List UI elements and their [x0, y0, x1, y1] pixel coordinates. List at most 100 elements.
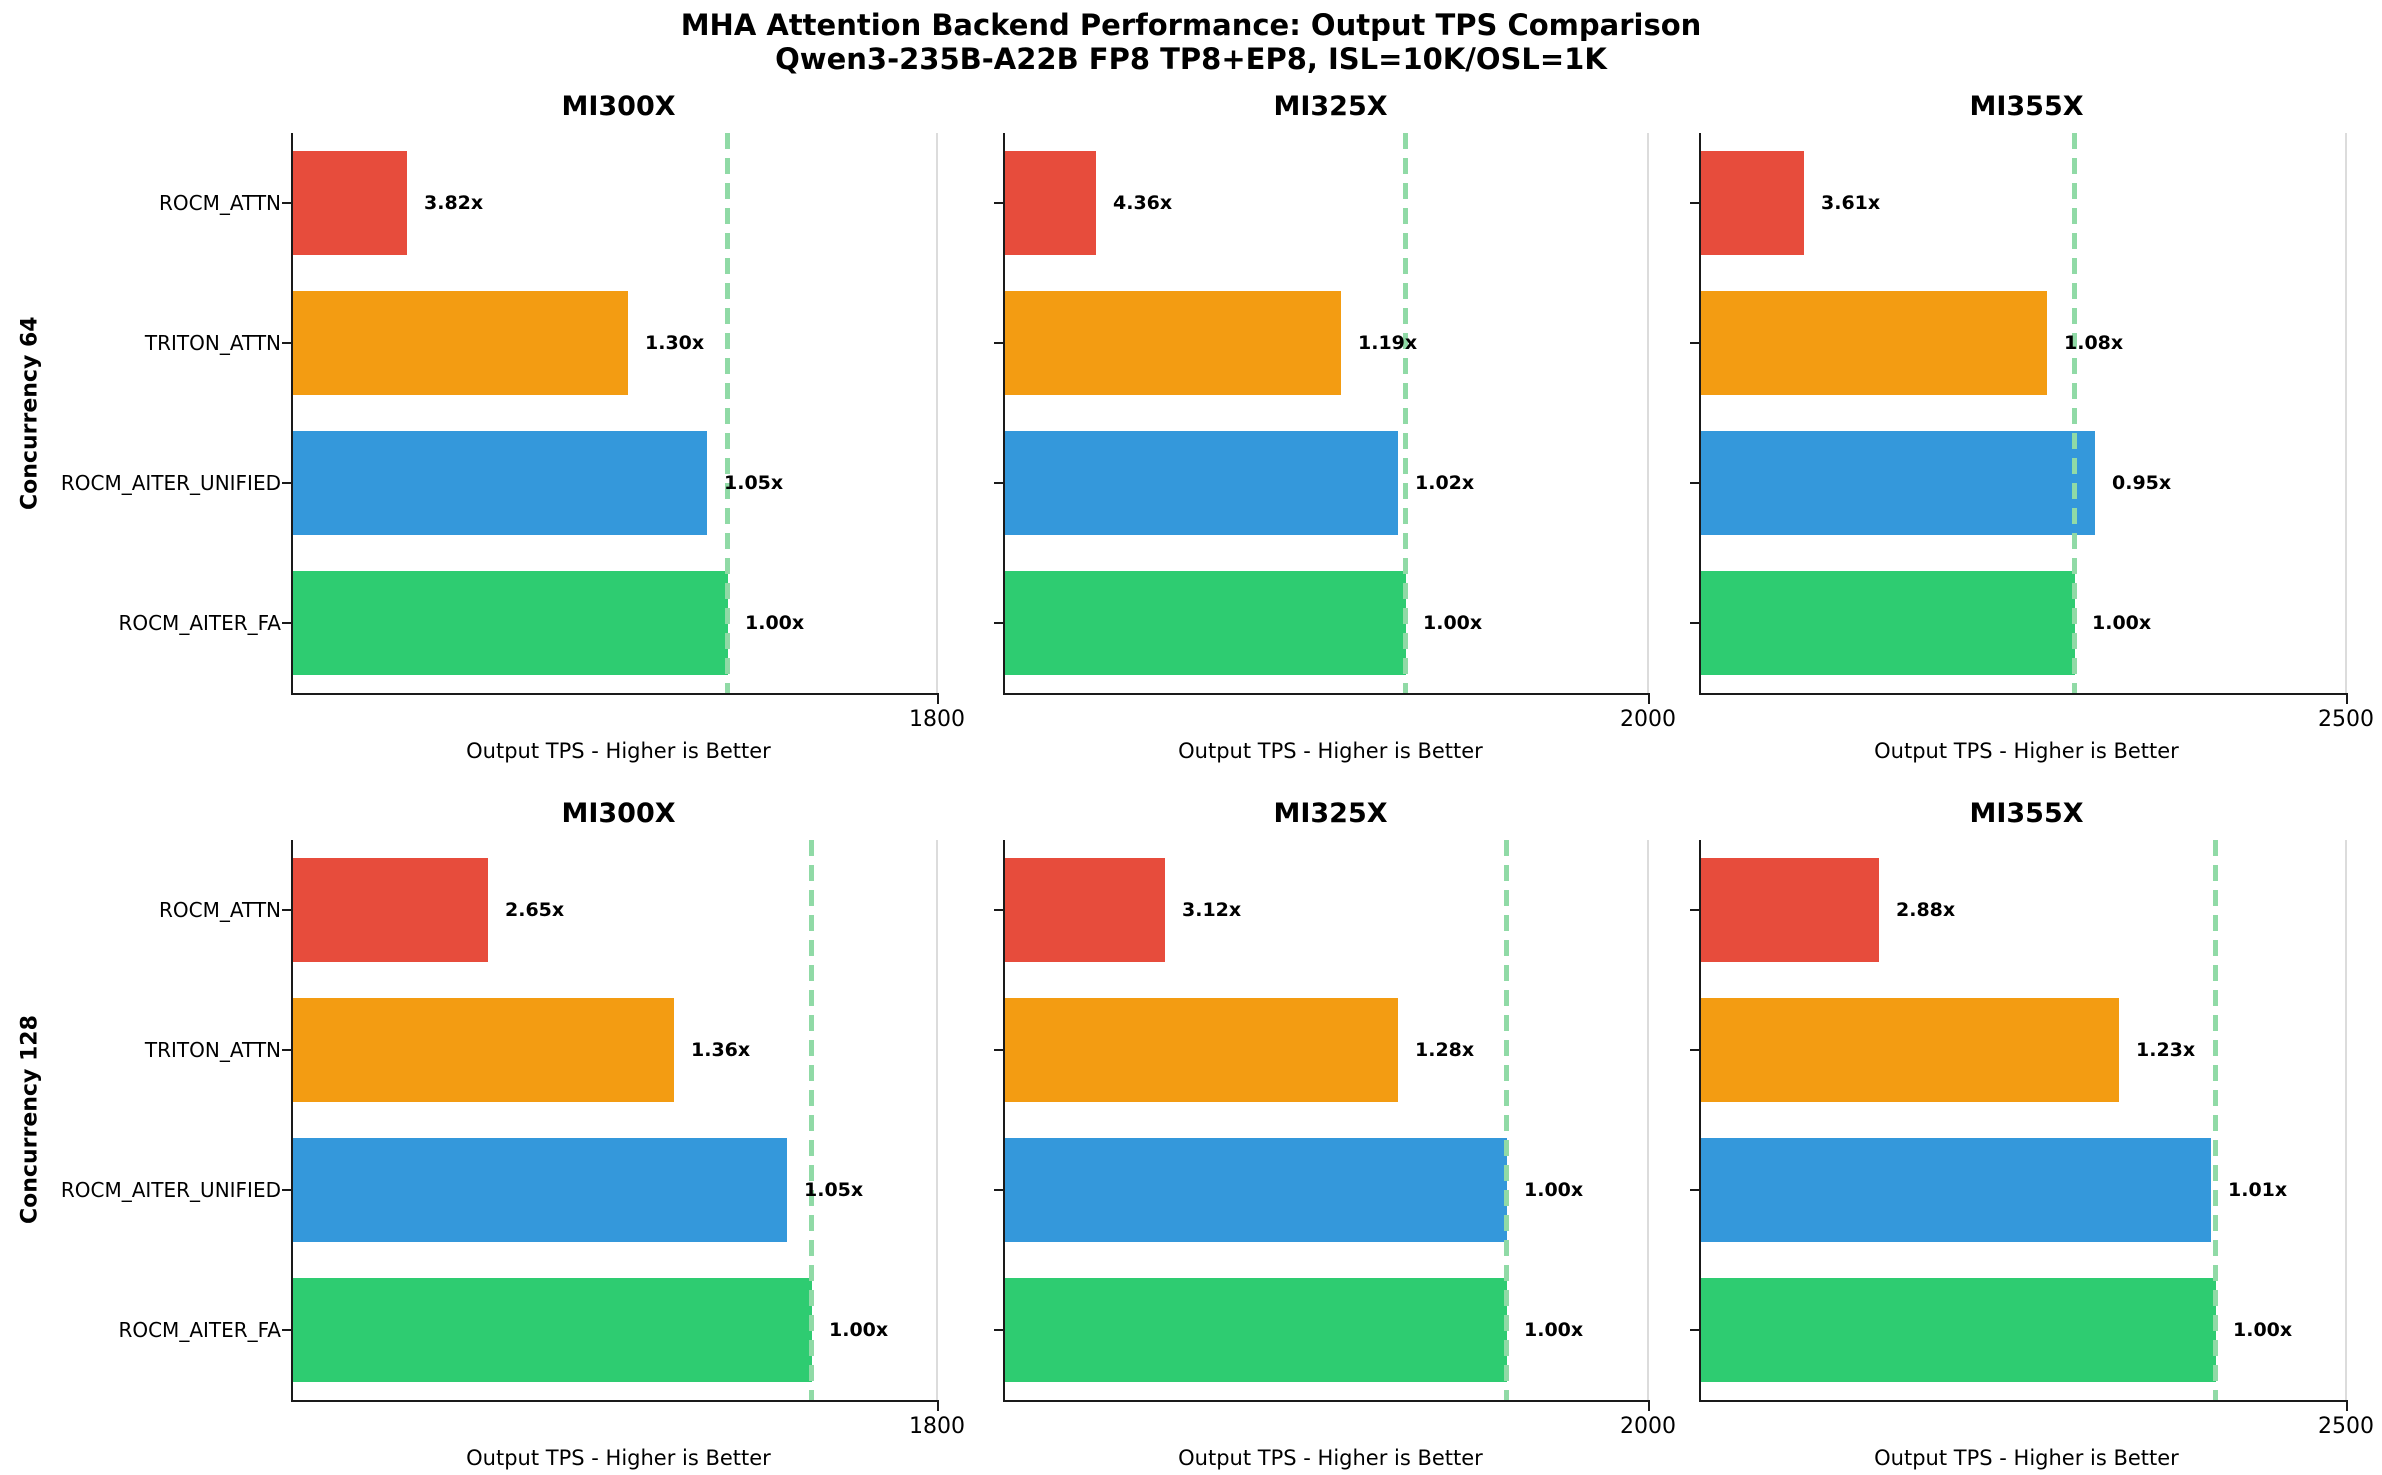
bar-value-label-triton-attn: 1.36x: [691, 1039, 751, 1061]
baseline-dashed-line: [1403, 133, 1408, 693]
x-tick-label: 2500: [2318, 1414, 2374, 1439]
bar-value-label-triton-attn: 1.23x: [2136, 1039, 2196, 1061]
bar-triton-attn: [292, 291, 628, 395]
y-tick-mark: [994, 1049, 1003, 1051]
bar-rocm-aiter-unified: [1004, 431, 1398, 535]
bar-rocm-aiter-unified: [292, 431, 707, 535]
axis-bottom-spine: [1003, 1400, 1650, 1402]
x-axis-label: Output TPS - Higher is Better: [1874, 739, 2179, 763]
bar-value-label-rocm-aiter-unified: 0.95x: [2112, 472, 2172, 494]
x-gridline: [1647, 133, 1649, 693]
y-tick-mark: [1690, 909, 1699, 911]
bar-rocm-aiter-fa: [1700, 571, 2075, 675]
bar-value-label-rocm-attn: 3.61x: [1821, 192, 1881, 214]
bar-value-label-rocm-attn: 4.36x: [1113, 192, 1173, 214]
subplot-mi300x-concurrency-128: MI300X 2.65x ROCM_ATTN 1.36x TRITON_ATTN 1.05…: [61, 798, 965, 1470]
bar-value-label-triton-attn: 1.08x: [2064, 332, 2124, 354]
x-axis-label: Output TPS - Higher is Better: [1178, 739, 1483, 763]
x-tick-mark: [2346, 695, 2348, 704]
subplot-mi355x-concurrency-64: MI355X 3.61x 1.08x 0.95x 1.00x 2500 Output TPS…: [1690, 91, 2374, 763]
y-tick-mark: [1690, 1049, 1699, 1051]
bar-rocm-aiter-unified: [292, 1138, 787, 1242]
bar-rocm-aiter-unified: [1700, 431, 2095, 535]
chart-title: MHA Attention Backend Performance: Outpu…: [680, 8, 1702, 42]
bar-triton-attn: [1700, 291, 2047, 395]
y-tick-mark: [994, 1329, 1003, 1331]
baseline-dashed-line: [809, 840, 814, 1400]
y-tick-mark: [1690, 482, 1699, 484]
y-tick-label-rocm-attn: ROCM_ATTN: [158, 898, 281, 922]
y-tick-mark: [1690, 202, 1699, 204]
x-axis-label: Output TPS - Higher is Better: [466, 739, 771, 763]
y-tick-mark: [282, 909, 291, 911]
x-gridline: [1647, 840, 1649, 1400]
x-gridline: [2345, 133, 2347, 693]
bar-value-label-rocm-aiter-unified: 1.02x: [1415, 472, 1475, 494]
bar-rocm-attn: [1700, 151, 1804, 255]
bar-rocm-aiter-fa: [292, 1278, 812, 1382]
bar-rocm-attn: [1004, 858, 1165, 962]
bar-value-label-triton-attn: 1.28x: [1415, 1039, 1475, 1061]
bar-rocm-aiter-fa: [1700, 1278, 2216, 1382]
baseline-dashed-line: [1504, 840, 1509, 1400]
y-tick-mark: [282, 1189, 291, 1191]
bar-triton-attn: [1004, 998, 1398, 1102]
baseline-dashed-line: [2213, 840, 2218, 1400]
x-tick-label: 2000: [1620, 707, 1676, 732]
baseline-dashed-line: [725, 133, 730, 693]
bar-value-label-rocm-aiter-unified: 1.00x: [1524, 1179, 1584, 1201]
y-tick-mark: [1690, 1329, 1699, 1331]
bar-value-label-rocm-aiter-fa: 1.00x: [1524, 1319, 1584, 1341]
bar-value-label-rocm-attn: 2.88x: [1896, 899, 1956, 921]
x-tick-label: 1800: [909, 707, 965, 732]
panel-title-mi355x: MI355X: [1969, 798, 2084, 829]
bar-value-label-rocm-aiter-fa: 1.00x: [829, 1319, 889, 1341]
panel-title-mi325x: MI325X: [1273, 91, 1388, 122]
bar-rocm-aiter-fa: [292, 571, 728, 675]
bar-value-label-rocm-aiter-unified: 1.05x: [804, 1179, 864, 1201]
y-tick-mark: [994, 909, 1003, 911]
x-tick-mark: [1648, 1402, 1650, 1411]
subplot-mi325x-concurrency-64: MI325X 4.36x 1.19x 1.02x 1.00x 2000 Output TPS…: [994, 91, 1676, 763]
bar-rocm-aiter-unified: [1700, 1138, 2211, 1242]
bar-rocm-attn: [1700, 858, 1879, 962]
x-tick-label: 1800: [909, 1414, 965, 1439]
axis-left-spine: [291, 840, 293, 1402]
axis-bottom-spine: [291, 693, 939, 695]
subplot-mi355x-concurrency-128: MI355X 2.88x 1.23x 1.01x 1.00x 2500 Output TPS…: [1690, 798, 2374, 1470]
y-tick-mark: [1690, 1189, 1699, 1191]
bar-rocm-attn: [1004, 151, 1096, 255]
y-tick-mark: [994, 1189, 1003, 1191]
axis-bottom-spine: [1003, 693, 1650, 695]
y-tick-mark: [282, 342, 291, 344]
bar-value-label-rocm-attn: 3.82x: [424, 192, 484, 214]
baseline-dashed-line: [2072, 133, 2077, 693]
x-gridline: [936, 133, 938, 693]
x-tick-mark: [1648, 695, 1650, 704]
y-tick-label-rocm-aiter-fa: ROCM_AITER_FA: [118, 611, 281, 635]
bar-value-label-rocm-aiter-fa: 1.00x: [1423, 612, 1483, 634]
bar-value-label-rocm-attn: 3.12x: [1182, 899, 1242, 921]
y-tick-label-triton-attn: TRITON_ATTN: [144, 331, 281, 355]
chart-subtitle: Qwen3-235B-A22B FP8 TP8+EP8, ISL=10K/OSL…: [775, 42, 1607, 76]
bar-rocm-aiter-fa: [1004, 571, 1406, 675]
axis-left-spine: [1003, 840, 1005, 1402]
y-tick-label-rocm-attn: ROCM_ATTN: [158, 191, 281, 215]
bar-rocm-attn: [292, 151, 407, 255]
x-gridline: [2345, 840, 2347, 1400]
x-tick-mark: [937, 695, 939, 704]
bar-rocm-attn: [292, 858, 488, 962]
subplot-mi300x-concurrency-64: MI300X 3.82x ROCM_ATTN 1.30x TRITON_ATTN 1.05…: [61, 91, 965, 763]
y-tick-mark: [994, 202, 1003, 204]
bar-value-label-triton-attn: 1.19x: [1358, 332, 1418, 354]
y-tick-mark: [282, 622, 291, 624]
bar-value-label-rocm-aiter-fa: 1.00x: [2092, 612, 2152, 634]
axis-left-spine: [291, 133, 293, 695]
x-axis-label: Output TPS - Higher is Better: [466, 1446, 771, 1470]
bar-value-label-rocm-attn: 2.65x: [505, 899, 565, 921]
axis-bottom-spine: [1699, 1400, 2348, 1402]
bar-triton-attn: [1004, 291, 1341, 395]
bar-value-label-rocm-aiter-unified: 1.05x: [724, 472, 784, 494]
subplot-mi325x-concurrency-128: MI325X 3.12x 1.28x 1.00x 1.00x 2000 Output TPS…: [994, 798, 1676, 1470]
